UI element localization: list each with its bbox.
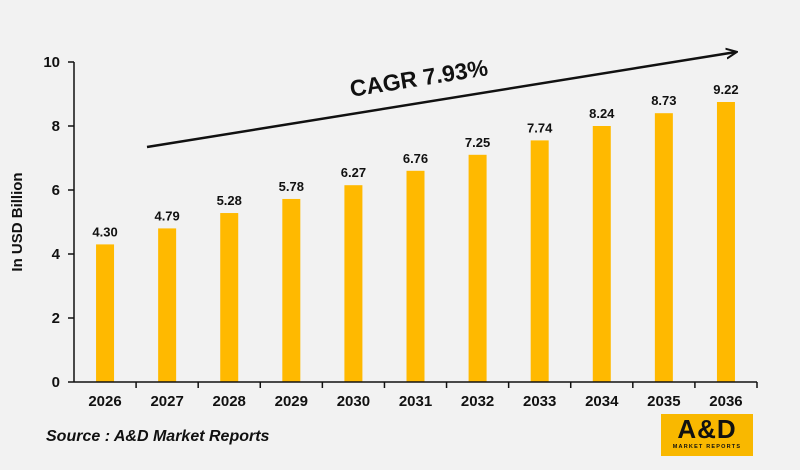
logo: A&D MARKET REPORTS — [661, 414, 753, 456]
x-tick-label-2030: 2030 — [337, 393, 370, 410]
logo-subtext: MARKET REPORTS — [672, 444, 742, 450]
data-label-2035: 8.73 — [651, 93, 676, 108]
data-labels: 4.30 4.79 5.28 5.78 6.27 6.76 7.25 7.74 8.24 8.73… — [92, 82, 738, 239]
x-tick-label-2036: 2036 — [709, 393, 742, 410]
x-tick-label-2033: 2033 — [523, 393, 556, 410]
data-label-2030: 6.27 — [341, 165, 366, 180]
x-tick-label-2029: 2029 — [275, 393, 308, 410]
bar-2026 — [96, 244, 115, 382]
x-tick-label-2034: 2034 — [585, 393, 619, 410]
bar-2030 — [344, 185, 363, 382]
data-label-2027: 4.79 — [154, 208, 179, 223]
x-tick-label-2026: 2026 — [88, 393, 121, 410]
data-label-2028: 5.28 — [217, 193, 242, 208]
bar-2031 — [406, 170, 425, 382]
y-tick-label: 0 — [52, 374, 60, 391]
y-axis-title: In USD Billion — [9, 172, 26, 271]
x-tick-label-2032: 2032 — [461, 393, 494, 410]
bar-2035 — [654, 113, 673, 382]
x-tick-label-2035: 2035 — [647, 393, 680, 410]
y-tick-label: 4 — [52, 246, 61, 263]
y-tick-label: 10 — [43, 54, 60, 71]
data-label-2036: 9.22 — [713, 82, 738, 97]
y-tick-label: 8 — [52, 118, 60, 135]
bar-2027 — [158, 228, 177, 382]
data-label-2026: 4.30 — [92, 224, 117, 239]
bars — [96, 102, 735, 382]
logo-text: A&D — [677, 414, 737, 444]
x-tick-label-2028: 2028 — [213, 393, 246, 410]
data-label-2029: 5.78 — [279, 179, 304, 194]
y-tick-label: 6 — [52, 182, 60, 199]
source-note: Source : A&D Market Reports — [46, 428, 270, 445]
cagr-arrow — [146, 52, 736, 149]
bar-2033 — [530, 140, 549, 382]
bar-2029 — [282, 198, 301, 382]
x-tick-label-2031: 2031 — [399, 393, 432, 410]
data-label-2034: 8.24 — [589, 106, 615, 121]
y-tick-label: 2 — [52, 310, 60, 327]
data-label-2031: 6.76 — [403, 151, 428, 166]
bar-2034 — [592, 126, 611, 382]
data-label-2033: 7.74 — [527, 120, 553, 135]
y-axis-ticks: 0 2 4 6 8 10 — [43, 54, 74, 391]
bar-2036 — [716, 102, 735, 382]
bar-2032 — [468, 154, 487, 382]
x-axis-ticks: 2026 2027 2028 2029 2030 2031 2032 2033 2034 2035… — [88, 382, 758, 410]
bar-2028 — [220, 213, 239, 382]
x-tick-label-2027: 2027 — [150, 393, 183, 410]
data-label-2032: 7.25 — [465, 135, 490, 150]
